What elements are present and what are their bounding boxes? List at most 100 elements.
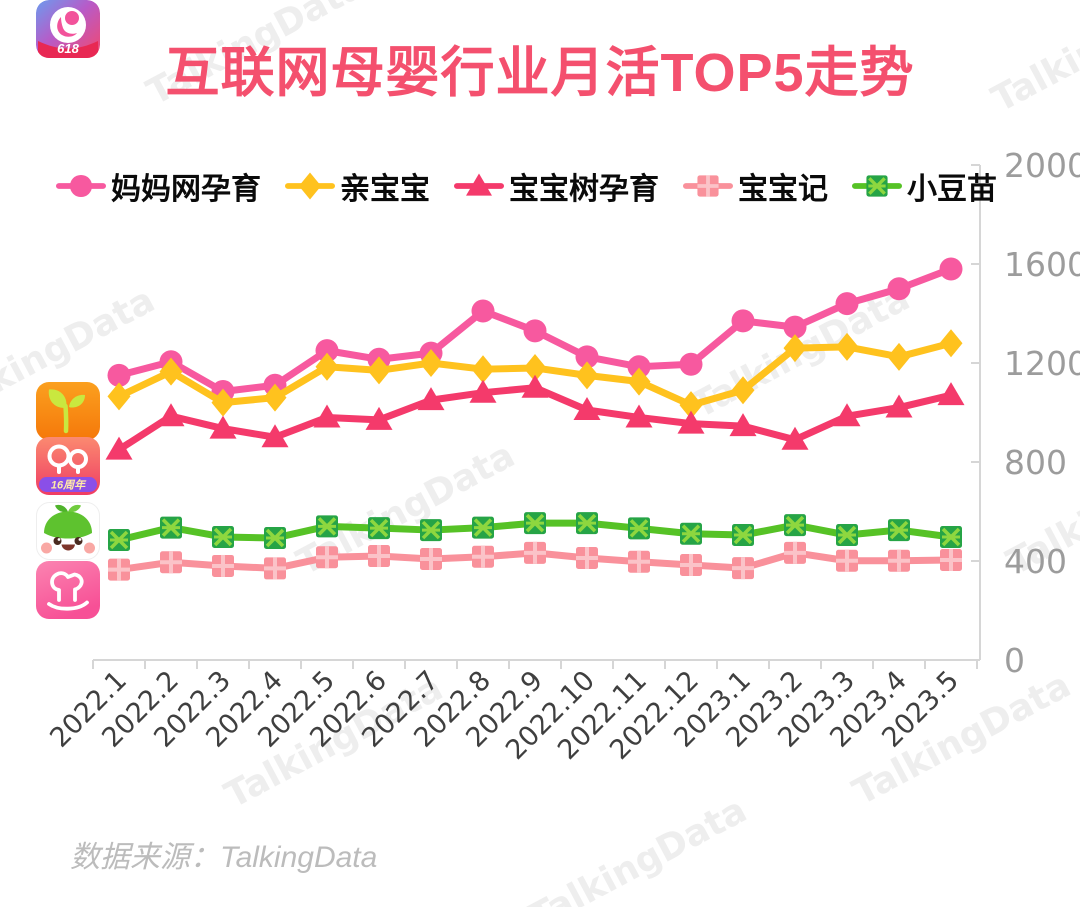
- page-title: 互联网母婴行业月活TOP5走势: [165, 43, 915, 103]
- data-point: [679, 352, 703, 376]
- data-point: [107, 382, 131, 411]
- data-point: [940, 525, 962, 548]
- app-icon-xiaodoumiao: [36, 502, 100, 560]
- data-point: [888, 519, 910, 542]
- legend-square-x-marker-icon: [852, 175, 902, 197]
- baby-face-icon: [53, 537, 62, 545]
- data-point: [472, 545, 494, 568]
- data-point: [833, 403, 861, 427]
- data-point: [677, 410, 705, 434]
- data-point: [732, 524, 754, 547]
- legend-item-2: 亲宝宝: [285, 164, 430, 208]
- data-source-note: 数据来源：TalkingData: [70, 841, 378, 874]
- data-point: [313, 404, 341, 428]
- data-point: [108, 558, 130, 581]
- data-point: [523, 353, 547, 382]
- data-point: [212, 554, 234, 577]
- data-point: [469, 379, 497, 403]
- data-point: [419, 349, 443, 377]
- data-point: [365, 406, 393, 430]
- data-point: [471, 299, 495, 323]
- app-icon-qinbaobao: [36, 382, 100, 440]
- data-point: [731, 376, 755, 405]
- badge-16th-anniversary: 16周年: [51, 479, 87, 492]
- y-axis-tick-label: 0: [1004, 641, 1025, 680]
- data-point: [159, 357, 183, 386]
- data-point: [627, 367, 651, 396]
- data-point: [211, 388, 235, 417]
- data-point: [523, 319, 547, 343]
- data-point: [680, 553, 702, 576]
- legend-item-3: 宝宝树孕育: [454, 164, 659, 208]
- rocking-horse-icon: [47, 571, 89, 611]
- data-point: [472, 516, 494, 539]
- data-point: [625, 404, 653, 428]
- data-point: [524, 541, 546, 564]
- data-point: [888, 549, 910, 572]
- data-point: [939, 329, 963, 358]
- legend-triangle-marker-icon: [454, 173, 504, 196]
- data-point: [368, 545, 390, 568]
- data-point: [576, 547, 598, 570]
- data-point: [264, 526, 286, 549]
- series-小豆苗: [108, 512, 962, 551]
- legend-diamond-marker-icon: [285, 172, 335, 200]
- data-point: [731, 309, 755, 333]
- data-point: [108, 528, 130, 551]
- data-point: [628, 517, 650, 540]
- data-point: [939, 257, 963, 281]
- y-axis-tick-label: 400: [1004, 542, 1067, 581]
- data-point: [835, 292, 859, 316]
- data-point: [316, 546, 338, 569]
- data-point: [783, 334, 807, 363]
- data-point: [781, 426, 809, 450]
- data-point: [784, 514, 806, 537]
- chart-legend: 妈妈网孕育 亲宝宝 宝宝树孕育 宝宝记 小豆苗: [56, 163, 997, 209]
- data-point: [680, 522, 702, 545]
- data-point: [471, 355, 495, 384]
- legend-item-1: 妈妈网孕育: [56, 164, 261, 208]
- legend-item-5: 小豆苗: [852, 164, 997, 208]
- data-point: [784, 541, 806, 564]
- data-point: [263, 383, 287, 412]
- data-point: [732, 557, 754, 580]
- y-axis-tick-label: 800: [1004, 443, 1067, 482]
- legend-label: 小豆苗: [907, 173, 997, 206]
- two-trees-icon: [47, 444, 88, 474]
- data-point: [417, 387, 445, 411]
- data-point: [521, 374, 549, 398]
- legend-label: 妈妈网孕育: [111, 173, 261, 206]
- data-point: [940, 549, 962, 572]
- badge-618: 618: [57, 41, 79, 56]
- legend-circle-marker-icon: [56, 174, 106, 198]
- data-point: [107, 363, 131, 387]
- app-icon-mamawang-yunyu: 618: [36, 0, 100, 58]
- data-point: [679, 391, 703, 420]
- data-point: [160, 551, 182, 574]
- series-宝宝记: [108, 541, 962, 581]
- data-point: [368, 517, 390, 540]
- sprout-leaf-icon: [48, 389, 67, 408]
- sprout-hat-icon: [55, 504, 68, 513]
- legend-square-plus-marker-icon: [683, 175, 733, 197]
- data-point: [420, 548, 442, 571]
- data-point: [575, 361, 599, 390]
- data-point: [885, 394, 913, 418]
- data-point: [573, 397, 601, 421]
- data-point: [420, 519, 442, 542]
- legend-label: 宝宝树孕育: [509, 173, 659, 206]
- data-point: [937, 382, 965, 406]
- data-point: [628, 550, 650, 573]
- data-point: [783, 315, 807, 339]
- data-point: [627, 355, 651, 379]
- data-point: [836, 524, 858, 547]
- data-point: [729, 413, 757, 437]
- app-icon-baobaoji: [36, 561, 100, 619]
- data-point: [887, 277, 911, 301]
- data-point: [575, 345, 599, 369]
- y-axis-tick-label: 1600: [1004, 245, 1080, 284]
- data-point: [264, 557, 286, 580]
- y-axis-tick-label: 1200: [1004, 344, 1080, 383]
